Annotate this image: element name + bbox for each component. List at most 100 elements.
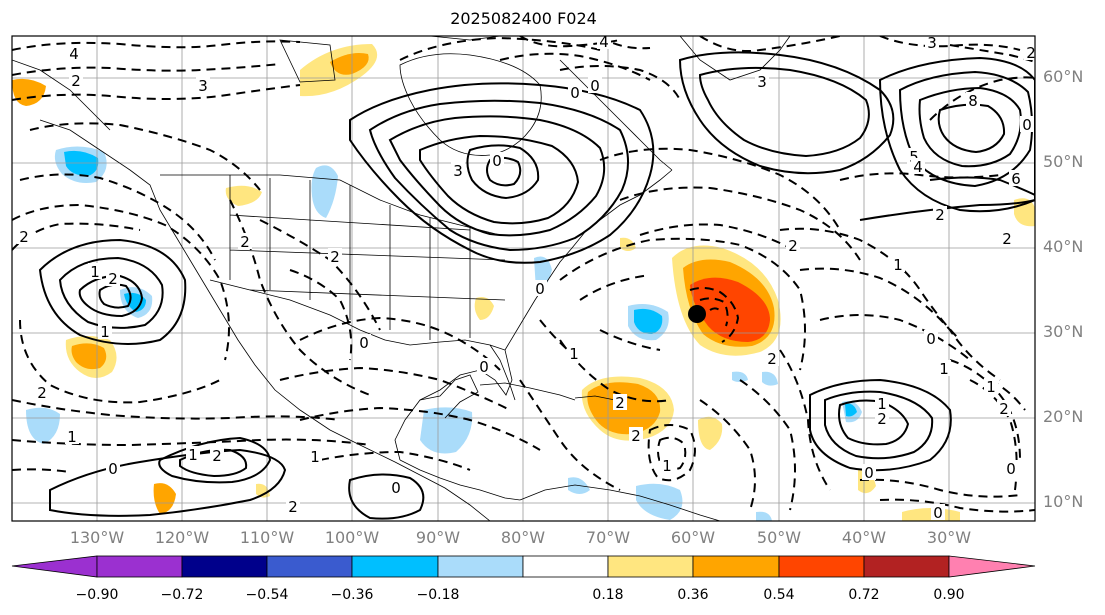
colorbar-segment <box>692 555 780 578</box>
colorbar-tick-label: 0.90 <box>933 587 965 603</box>
latitude-label: 30°N <box>1043 322 1084 341</box>
contour-label: 1 <box>88 263 102 281</box>
colorbar-tick-label: −0.36 <box>330 587 374 603</box>
svg-text:1: 1 <box>662 457 672 475</box>
latitude-label: 60°N <box>1043 67 1084 86</box>
svg-text:1: 1 <box>90 263 100 281</box>
svg-text:0: 0 <box>391 479 401 497</box>
svg-text:2: 2 <box>1026 44 1036 62</box>
svg-text:3: 3 <box>927 34 937 52</box>
contour-label: 0 <box>357 334 371 352</box>
contour-label: 2 <box>17 228 31 246</box>
longitude-label: 100°W <box>324 528 380 547</box>
contour-label: 6 <box>1009 170 1023 188</box>
longitude-label: 110°W <box>239 528 295 547</box>
map-title: 2025082400 F024 <box>450 9 597 28</box>
svg-text:2: 2 <box>330 248 340 266</box>
anomaly-positive-gulf <box>474 297 494 320</box>
contour-label: 0 <box>1020 116 1034 134</box>
svg-text:0: 0 <box>933 504 943 522</box>
anomaly-negative-central-am <box>420 407 473 454</box>
contour-label: 0 <box>1004 460 1018 478</box>
contour-label: 3 <box>451 162 465 180</box>
colorbar-segment <box>437 555 524 578</box>
contour-label: 2 <box>997 400 1011 418</box>
anomaly-negative-atl-tiny <box>732 371 748 382</box>
anomaly-positive-small-1 <box>698 416 723 450</box>
anomaly-positive-south-1 <box>153 483 176 514</box>
longitude-label: 60°W <box>670 528 716 547</box>
svg-text:2: 2 <box>615 394 625 412</box>
svg-text:5: 5 <box>909 148 919 166</box>
contour-label: 4 <box>67 45 81 63</box>
coast-gulf-of-mexico <box>359 329 513 461</box>
svg-text:8: 8 <box>968 92 978 110</box>
svg-text:2: 2 <box>212 447 222 465</box>
anomaly-negative-pacific-core <box>124 292 146 312</box>
anomaly-positive-east-pac <box>256 483 270 498</box>
map-panel <box>12 36 1035 521</box>
svg-text:1: 1 <box>310 448 320 466</box>
contours-solid <box>38 51 1035 520</box>
svg-text:2: 2 <box>37 384 47 402</box>
svg-text:0: 0 <box>479 358 489 376</box>
latitude-label: 40°N <box>1043 237 1084 256</box>
contour-label: 2 <box>328 248 342 266</box>
svg-text:4: 4 <box>913 158 923 176</box>
colorbar-tick-label: −0.54 <box>245 587 289 603</box>
contour-label: 0 <box>106 460 120 478</box>
anomaly-positive-small-2-core <box>71 343 107 370</box>
colorbar-segment <box>863 555 950 578</box>
contour-label: 2 <box>875 410 889 428</box>
contour-label: 2 <box>933 206 947 224</box>
contour-label: 2 <box>238 233 252 251</box>
anomaly-negative-atlantic-core <box>634 308 663 334</box>
contour-label: 0 <box>588 77 602 95</box>
colorbar-tick-label: −0.72 <box>160 587 204 603</box>
svg-text:2: 2 <box>288 498 298 516</box>
colorbar <box>11 555 1036 578</box>
svg-text:1: 1 <box>100 323 110 341</box>
svg-text:4: 4 <box>599 33 609 51</box>
svg-text:0: 0 <box>492 152 502 170</box>
svg-text:2: 2 <box>767 350 777 368</box>
contour-label: 0 <box>533 280 547 298</box>
svg-text:2: 2 <box>71 72 81 90</box>
contour-label: 2 <box>1000 230 1014 248</box>
contour-label: 2 <box>1024 44 1038 62</box>
border-us-mexico <box>209 279 361 331</box>
contour-label: 8 <box>966 92 980 110</box>
contour-label: 0 <box>931 504 945 522</box>
contour-label: 0 <box>924 330 938 348</box>
anomaly-positive-north-core <box>330 53 369 75</box>
svg-text:0: 0 <box>1006 460 1016 478</box>
contour-label: 3 <box>755 73 769 91</box>
contour-label: 0 <box>568 84 582 102</box>
colorbar-tick-label: 0.72 <box>848 587 880 603</box>
storm-center-marker <box>688 305 706 323</box>
central-america <box>399 459 521 501</box>
svg-text:1: 1 <box>188 446 198 464</box>
contour-label: 0 <box>490 152 504 170</box>
latitude-label: 20°N <box>1043 407 1084 426</box>
contour-label: 0 <box>477 358 491 376</box>
coast-canada-arctic-islands <box>279 36 501 83</box>
contour-label: 2 <box>613 394 627 412</box>
longitude-label: 90°W <box>415 528 461 547</box>
svg-text:2: 2 <box>108 270 118 288</box>
us-state-lines <box>229 175 506 340</box>
coast-florida <box>489 344 516 401</box>
colorbar-segment <box>266 555 353 578</box>
svg-text:2: 2 <box>631 427 641 445</box>
latitude-label: 50°N <box>1043 152 1084 171</box>
svg-text:0: 0 <box>108 460 118 478</box>
colorbar-tick-label: −0.90 <box>75 587 119 603</box>
svg-text:1: 1 <box>986 378 996 396</box>
contour-label: 2 <box>765 350 779 368</box>
shaded-anomalies <box>12 44 1035 521</box>
contour-label: 1 <box>660 457 674 475</box>
svg-text:2: 2 <box>877 410 887 428</box>
anomaly-negative-east-core <box>845 403 857 417</box>
contour-label: 3 <box>196 77 210 95</box>
svg-text:1: 1 <box>67 428 77 446</box>
